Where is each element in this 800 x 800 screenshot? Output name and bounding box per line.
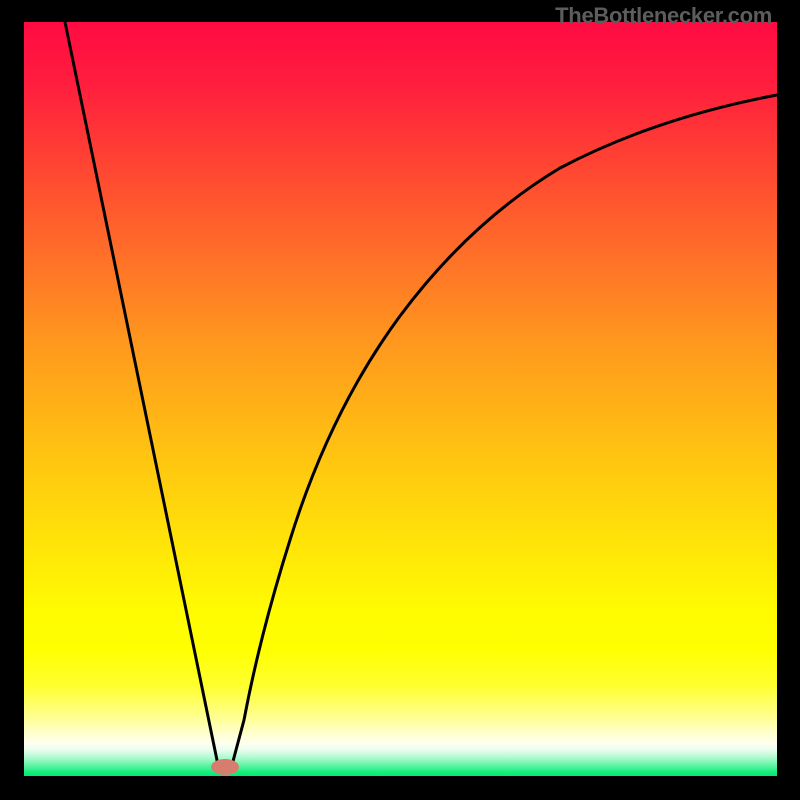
plot-border-bottom [0,776,800,800]
heatmap-gradient-background [24,22,777,776]
watermark-text: TheBottlenecker.com [555,3,772,29]
plot-border-right [777,0,800,800]
bottleneck-chart: TheBottlenecker.com [0,0,800,800]
plot-border-left [0,0,24,800]
